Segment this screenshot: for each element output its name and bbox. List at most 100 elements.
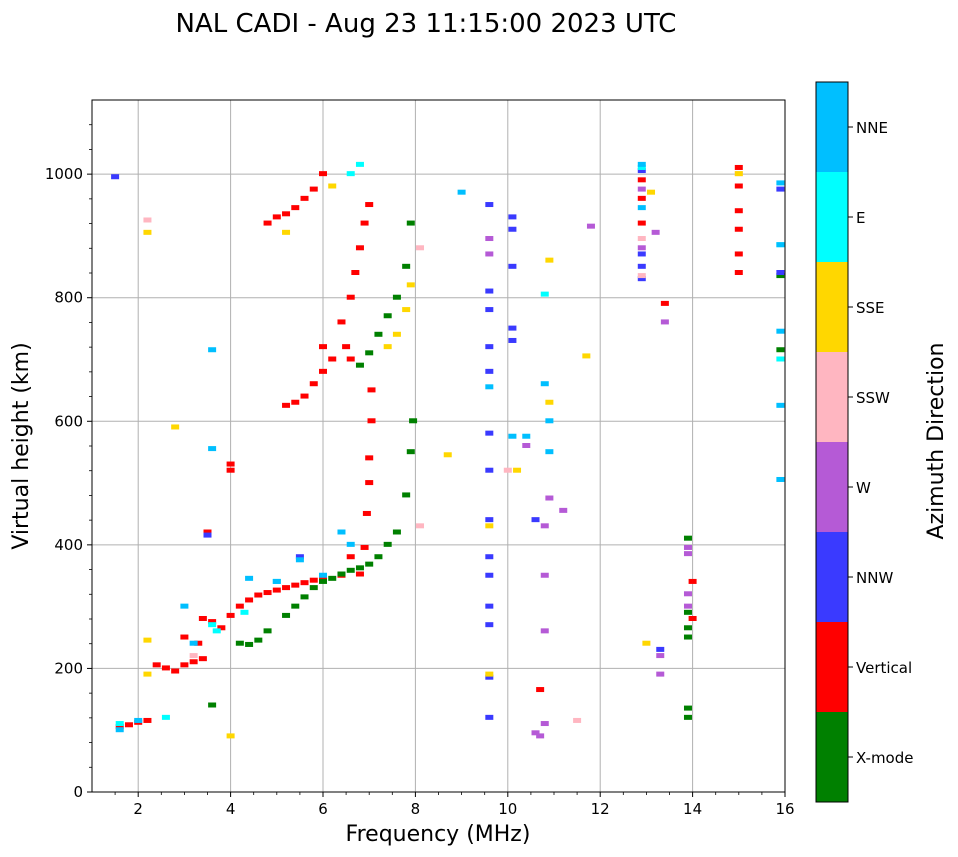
data-point xyxy=(637,205,646,211)
data-point xyxy=(545,399,554,405)
colorbar-segment xyxy=(816,712,848,802)
data-point xyxy=(198,656,207,662)
data-point xyxy=(365,202,374,208)
data-point xyxy=(217,625,226,631)
data-point xyxy=(637,251,646,257)
data-point xyxy=(263,220,272,226)
data-point xyxy=(406,220,415,226)
data-point xyxy=(642,640,651,646)
data-point xyxy=(582,353,591,359)
data-point xyxy=(226,467,235,473)
colorbar-segment xyxy=(816,262,848,352)
data-point xyxy=(115,727,124,733)
data-point xyxy=(392,294,401,300)
data-point xyxy=(637,276,646,282)
data-point xyxy=(180,603,189,609)
data-point xyxy=(656,646,665,652)
data-point xyxy=(734,251,743,257)
data-point xyxy=(212,628,221,634)
data-point xyxy=(346,541,355,547)
data-point xyxy=(208,619,217,625)
colorbar-tick-label: Vertical xyxy=(856,659,912,677)
data-point xyxy=(383,541,392,547)
data-point xyxy=(198,616,207,621)
grid xyxy=(92,100,786,793)
data-point xyxy=(402,492,411,498)
y-axis-label: Virtual height (km) xyxy=(9,342,34,549)
data-point xyxy=(245,641,254,647)
data-point xyxy=(189,640,198,646)
data-point xyxy=(319,344,327,350)
data-point xyxy=(346,294,355,300)
data-point xyxy=(776,328,785,334)
data-point xyxy=(656,671,665,677)
data-point xyxy=(656,653,665,659)
data-point xyxy=(392,529,401,535)
data-point xyxy=(143,229,152,235)
data-point xyxy=(171,424,180,430)
data-point xyxy=(485,344,494,350)
data-point xyxy=(272,587,281,593)
x-tick-label: 14 xyxy=(683,800,702,818)
data-point xyxy=(295,554,304,560)
chart-title: NAL CADI - Aug 23 11:15:00 2023 UTC xyxy=(176,9,677,39)
data-point xyxy=(485,467,494,473)
data-point xyxy=(254,637,263,643)
data-point xyxy=(540,523,549,529)
data-point xyxy=(688,616,697,621)
data-point xyxy=(683,591,692,597)
data-point xyxy=(360,544,369,550)
data-point xyxy=(194,640,203,646)
data-point xyxy=(245,575,254,581)
data-point xyxy=(309,381,318,387)
data-point xyxy=(485,554,494,560)
data-point xyxy=(485,572,494,578)
data-point xyxy=(637,236,646,242)
data-point xyxy=(637,195,646,201)
y-axis-ticks: 0 200 400 600 800 1000 xyxy=(45,124,92,801)
data-point xyxy=(637,161,646,167)
data-point xyxy=(355,161,364,167)
data-point xyxy=(416,523,425,529)
data-point xyxy=(374,331,383,337)
data-point xyxy=(111,174,120,180)
data-point xyxy=(245,597,254,603)
x-tick-label: 10 xyxy=(498,800,517,818)
data-point xyxy=(776,242,785,248)
data-point xyxy=(367,387,376,393)
data-point xyxy=(115,721,124,727)
y-tick-label: 1000 xyxy=(45,165,83,183)
data-point xyxy=(485,517,494,523)
data-point xyxy=(485,714,494,720)
data-point xyxy=(374,554,383,560)
data-point xyxy=(263,628,272,634)
data-point xyxy=(406,449,415,455)
data-point xyxy=(355,362,364,368)
data-point xyxy=(683,714,692,720)
data-point xyxy=(143,717,152,723)
data-point xyxy=(508,214,517,220)
data-point xyxy=(319,572,327,578)
data-point xyxy=(282,585,291,591)
data-point xyxy=(734,164,743,170)
data-point xyxy=(300,580,309,586)
data-point xyxy=(683,705,692,711)
data-point xyxy=(282,402,291,408)
data-point xyxy=(637,220,646,226)
x-axis-label: Frequency (MHz) xyxy=(346,822,531,847)
data-point xyxy=(365,350,374,356)
data-point xyxy=(254,592,263,598)
data-point xyxy=(282,229,291,235)
data-point xyxy=(573,717,582,723)
data-point xyxy=(208,347,217,353)
data-point xyxy=(208,702,217,708)
data-point xyxy=(367,418,376,424)
data-point xyxy=(226,461,235,467)
data-point xyxy=(647,189,656,195)
data-point xyxy=(776,180,785,186)
data-point xyxy=(291,603,300,609)
data-point xyxy=(545,449,554,455)
data-point xyxy=(240,609,249,615)
data-point xyxy=(776,356,785,362)
